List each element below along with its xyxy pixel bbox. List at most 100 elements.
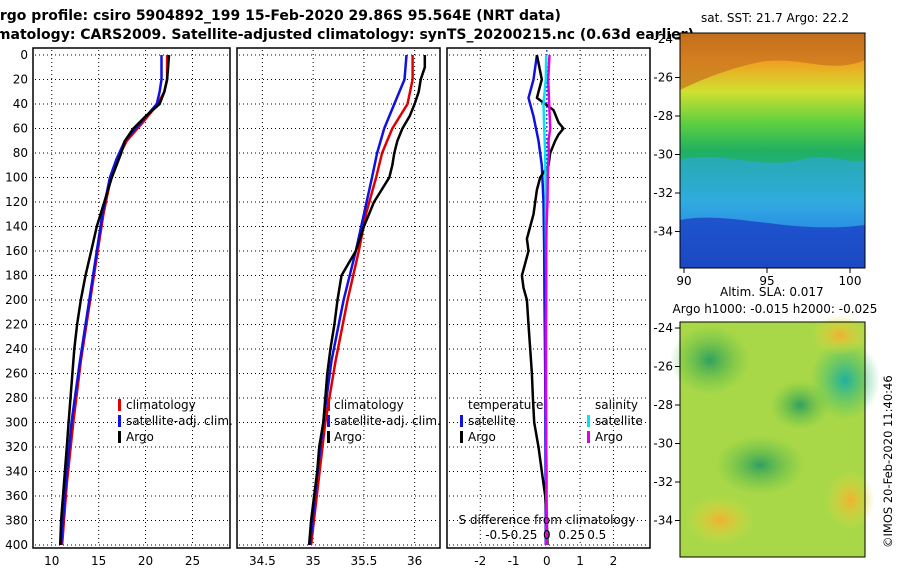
lon-tick-label: 95 [759,274,774,288]
legend-title-salinity: salinity [595,398,638,412]
salinity-x-axis: 34.5 35 35.5 36 [249,554,422,568]
x-tick-label: 15 [91,554,106,568]
lat-tick-label: -30 [653,148,673,162]
depth-tick-label: 200 [5,293,28,307]
header-title-line2: Climatology: CARS2009. Satellite-adjuste… [0,27,694,43]
x-tick-label: 0 [543,554,551,568]
sst-cold-region [680,217,865,268]
salinity-grid [239,50,438,546]
series-line-temperature-argo [520,54,565,546]
legend-title-temperature: temperature [468,398,543,412]
salinity-scale-tick: 0.5 [587,528,606,542]
x-tick-label: 25 [185,554,200,568]
depth-tick-label: 160 [5,244,28,258]
lat-tick-label: -24 [653,321,673,335]
x-tick-label: 2 [610,554,618,568]
legend-swatch-satellite-adj [118,415,121,427]
sst-map: sat. SST: 21.7 Argo: 22.2 -24 -26 -28 -30 -3… [653,11,866,288]
lat-tick-label: -32 [653,475,673,489]
imos-credit: ©IMOS 20-Feb-2020 11:40:46 [881,375,895,548]
legend-label-satellite-adj: satellite-adj. clim. [334,414,441,428]
temperature-series [58,54,171,546]
x-tick-label: 1 [576,554,584,568]
difference-panel-frame [446,47,651,549]
x-tick-label: 20 [138,554,153,568]
depth-tick-label: 100 [5,171,28,185]
x-tick-label: -1 [508,554,520,568]
sst-map-frame [679,32,866,269]
sla-map-frame [679,321,866,558]
salinity-difference-scale: -0.5-0.25 0 0.25 0.5 [485,528,606,542]
temperature-x-axis: 10 15 20 25 [44,554,200,568]
lat-tick-label: -26 [653,360,673,374]
legend-label-satellite-adj: satellite-adj. clim. [126,414,233,428]
sla-map: Altim. SLA: 0.017 Argo h1000: -0.015 h20… [653,285,880,558]
x-tick-label: -2 [474,554,486,568]
series-line-salinity-argo [544,54,552,545]
sla-high-region [825,470,875,530]
sst-map-title: sat. SST: 21.7 Argo: 22.2 [701,11,849,25]
depth-tick-label: 260 [5,367,28,381]
x-tick-label: 35.5 [351,554,378,568]
sla-high-region [810,315,870,355]
sla-low-region [670,325,750,395]
depth-tick-label: 60 [13,122,28,136]
sla-map-title: Altim. SLA: 0.017 [720,285,824,299]
x-tick-label: 36 [407,554,422,568]
sst-lon-axis: 90 95 100 [676,268,861,288]
salinity-scale-tick: -0.5 [485,528,508,542]
lat-tick-label: -26 [653,71,673,85]
salinity-series [307,54,427,546]
legend-label-sal-satellite: satellite [595,414,643,428]
depth-tick-label: 0 [20,48,28,62]
series-line-climatology [309,55,414,546]
legend-swatch-temp-satellite [460,415,463,427]
lat-tick-label: -28 [653,398,673,412]
legend-label-sal-argo: Argo [595,430,623,444]
sst-lat-axis: -24 -26 -28 -30 -32 -34 [653,32,680,239]
sla-low-region [715,435,805,495]
legend-swatch-temp-argo [460,431,463,443]
temperature-panel-frame [32,47,231,549]
salinity-panel: 34.5 35 35.5 36 climatology satellite-adj. … [236,47,441,568]
difference-series [520,54,565,546]
depth-tick-label: 80 [13,146,28,160]
depth-tick-label: 140 [5,220,28,234]
sst-warm-region [680,33,865,90]
x-tick-label: 34.5 [249,554,276,568]
legend-label-climatology: climatology [126,398,196,412]
difference-x-axis: -2 -1 0 1 2 [474,554,617,568]
lat-tick-label: -34 [653,225,673,239]
temperature-legend: climatology satellite-adj. clim. Argo [118,398,233,444]
series-line-argo [58,54,171,546]
legend-swatch-sal-satellite [587,415,590,427]
lat-tick-label: -34 [653,514,673,528]
depth-tick-label: 360 [5,489,28,503]
depth-tick-label: 180 [5,269,28,283]
lon-tick-label: 100 [839,274,862,288]
legend-swatch-climatology [118,399,121,411]
temperature-panel: 10 15 20 25 climatology satellite-adj. clim… [32,47,233,568]
legend-label-temp-satellite: satellite [468,414,516,428]
sla-low-region [770,380,830,430]
lat-tick-label: -28 [653,109,673,123]
depth-tick-label: 400 [5,538,28,552]
sla-lat-axis: -24 -26 -28 -30 -32 -34 [653,321,680,528]
legend-label-temp-argo: Argo [468,430,496,444]
depth-axis: 0 20 40 60 80 100 120 140 160 180 200 220 240 260 280 3… [5,48,28,552]
difference-legend-salinity: salinity satellite Argo [587,398,643,444]
legend-label-argo: Argo [334,430,362,444]
legend-swatch-satellite-adj [327,415,330,427]
depth-tick-label: 380 [5,514,28,528]
lat-tick-label: -24 [653,32,673,46]
depth-tick-label: 240 [5,342,28,356]
sla-map-subtitle: Argo h1000: -0.015 h2000: -0.025 [673,302,878,316]
difference-legend-temperature: temperature satellite Argo [460,398,543,444]
difference-panel: -2 -1 0 1 2 temperature satellite Argo salin… [446,47,651,568]
x-tick-label: 10 [44,554,59,568]
depth-tick-label: 340 [5,465,28,479]
legend-label-argo: Argo [126,430,154,444]
legend-swatch-argo [327,431,330,443]
